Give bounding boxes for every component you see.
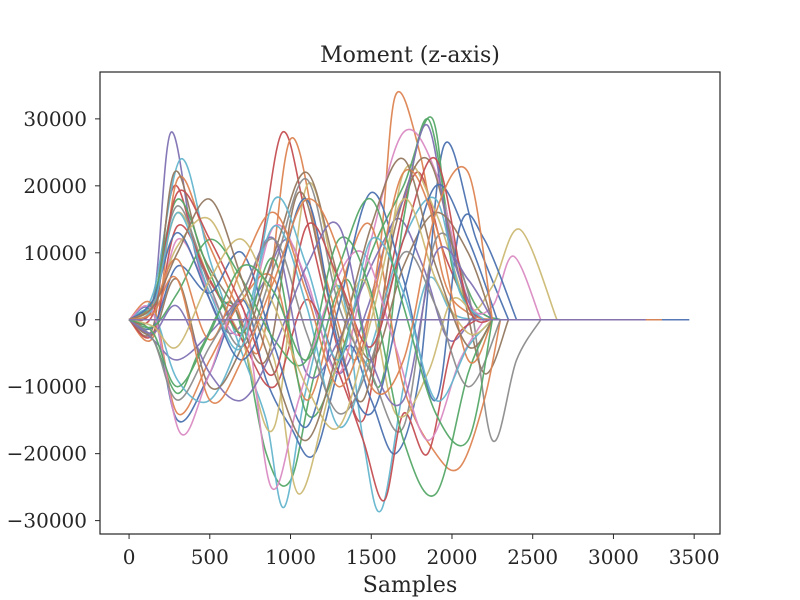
y-axis: −30000 −20000 −10000 0 10000 20000 30000 (7, 107, 100, 533)
series-line-4 (128, 118, 501, 487)
series-line-15 (128, 124, 477, 379)
x-axis: 0 500 1000 1500 2000 2500 3000 3500 (123, 534, 720, 569)
y-tick-label: −10000 (7, 375, 87, 399)
series-line-17 (128, 216, 477, 495)
x-tick-label: 2500 (507, 545, 558, 569)
series-line-6 (128, 141, 510, 458)
series-line-22 (128, 169, 494, 388)
y-tick-label: −30000 (7, 509, 87, 533)
x-tick-label: 2000 (427, 545, 478, 569)
series-line-24 (128, 156, 493, 377)
x-tick-label: 500 (191, 545, 229, 569)
x-axis-title: Samples (363, 573, 457, 598)
y-tick-label: 30000 (23, 107, 87, 131)
x-tick-label: 1500 (346, 545, 397, 569)
series-line-28 (128, 157, 493, 442)
series-line-30 (128, 165, 494, 404)
series-line-2 (128, 131, 485, 423)
series-line-13 (128, 116, 477, 418)
series-line-26 (128, 196, 493, 402)
series-line-10 (128, 156, 510, 403)
series-line-16 (128, 196, 485, 429)
series-line-29 (128, 197, 494, 447)
x-tick-label: 1000 (265, 545, 316, 569)
series-line-27 (128, 198, 493, 430)
series-line-23 (128, 238, 502, 415)
plot-area (128, 91, 690, 513)
plot-frame (99, 71, 721, 535)
x-tick-label: 0 (123, 545, 136, 569)
chart-title: Moment (z-axis) (320, 43, 500, 68)
y-tick-label: −20000 (7, 442, 87, 466)
y-tick-label: 0 (74, 308, 87, 332)
series-line-21 (128, 236, 494, 497)
y-tick-label: 20000 (23, 174, 87, 198)
x-tick-label: 3500 (669, 545, 720, 569)
y-tick-label: 10000 (23, 241, 87, 265)
x-tick-label: 3000 (588, 545, 639, 569)
